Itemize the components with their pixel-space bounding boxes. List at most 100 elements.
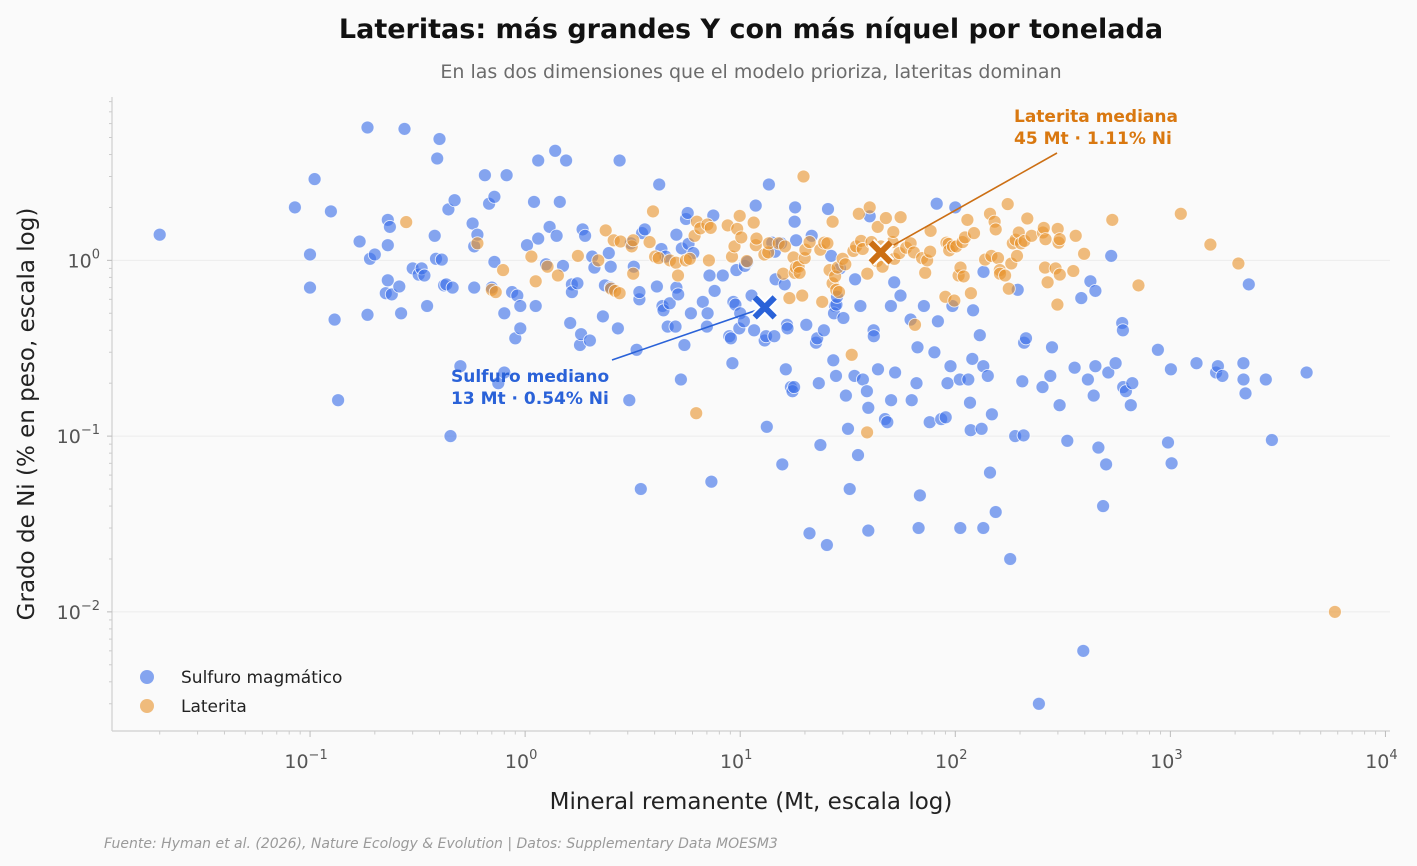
chart-title: Lateritas: más grandes Y con más níquel … — [339, 14, 1163, 45]
data-point — [747, 323, 762, 338]
data-point — [739, 254, 754, 269]
data-point — [591, 253, 606, 268]
data-point — [883, 299, 898, 313]
data-point — [761, 177, 776, 192]
data-point — [427, 228, 442, 243]
data-point — [303, 280, 317, 295]
data-point — [792, 265, 807, 280]
data-point — [1035, 380, 1050, 395]
data-point — [582, 333, 597, 348]
data-point — [513, 299, 528, 313]
data-point — [829, 368, 843, 383]
data-point — [816, 323, 831, 338]
data-point — [1105, 212, 1120, 227]
data-point — [851, 448, 865, 463]
data-point — [637, 222, 652, 237]
data-point — [487, 254, 502, 269]
data-point — [470, 236, 485, 251]
data-point — [1019, 331, 1033, 346]
data-point — [887, 275, 902, 290]
data-point — [878, 211, 893, 226]
data-point — [860, 425, 875, 440]
data-point — [842, 482, 857, 496]
data-point — [904, 393, 919, 408]
data-point — [1074, 291, 1089, 306]
data-point — [467, 280, 482, 295]
data-point — [646, 204, 660, 219]
y-axis-label: Grado de Ni (% en peso, escala log) — [14, 208, 40, 621]
data-point — [825, 214, 840, 229]
gridlines — [112, 259, 1390, 613]
x-tick-label: 100 — [505, 748, 537, 773]
data-point — [649, 279, 664, 294]
x-tick-label: 103 — [1150, 748, 1182, 773]
data-point — [862, 200, 877, 215]
data-point — [1173, 206, 1188, 221]
annotation-arrow — [880, 152, 1058, 254]
data-point — [527, 194, 541, 209]
x-tick-label: 10−1 — [284, 748, 327, 773]
data-point — [893, 288, 908, 303]
data-point — [1241, 277, 1256, 292]
data-point — [1036, 220, 1051, 235]
data-point — [967, 226, 981, 241]
data-point — [612, 153, 627, 168]
data-point — [662, 296, 677, 311]
data-point — [632, 285, 647, 300]
data-point — [701, 253, 716, 268]
data-point — [923, 244, 938, 259]
data-point — [1091, 440, 1106, 455]
data-point — [1099, 457, 1114, 472]
data-point — [432, 132, 447, 146]
data-point — [832, 285, 846, 300]
data-point — [331, 393, 346, 408]
data-point — [841, 421, 855, 436]
data-point — [1031, 696, 1046, 711]
data-point — [748, 198, 763, 213]
x-axis-label: Mineral remanente (Mt, escala log) — [550, 789, 953, 815]
data-point — [487, 189, 502, 204]
data-point — [367, 247, 382, 262]
data-point — [552, 194, 567, 209]
x-tick-label: 102 — [935, 748, 967, 773]
data-point — [642, 235, 657, 250]
data-point — [578, 228, 593, 243]
data-point — [595, 309, 610, 324]
data-point — [715, 268, 730, 283]
data-point — [453, 359, 468, 374]
data-point — [963, 395, 977, 410]
data-point — [888, 365, 903, 380]
data-point — [491, 376, 506, 391]
source-note: Fuente: Hyman et al. (2026), Nature Ecol… — [104, 836, 778, 852]
data-point — [622, 393, 637, 408]
data-point — [799, 317, 814, 332]
data-point — [984, 407, 999, 422]
median-label: Sulfuro mediano — [451, 367, 609, 387]
data-point — [668, 319, 683, 334]
median-value: 45 Mt · 1.11% Ni — [1014, 129, 1172, 149]
data-point — [802, 526, 817, 541]
data-point — [820, 236, 835, 251]
data-point — [988, 505, 1003, 519]
data-point — [870, 219, 885, 234]
data-point — [1068, 228, 1083, 243]
data-point — [1052, 232, 1067, 247]
data-point — [1238, 386, 1253, 401]
data-point — [918, 265, 933, 280]
data-point — [152, 227, 167, 242]
data-point — [988, 222, 1003, 237]
data-point — [1015, 374, 1030, 389]
data-point — [1327, 604, 1342, 619]
data-point — [360, 120, 375, 135]
data-point — [652, 177, 667, 192]
data-point — [983, 465, 997, 480]
data-point — [976, 521, 991, 535]
data-point — [1299, 365, 1314, 380]
data-point — [776, 266, 791, 281]
data-point — [884, 393, 899, 408]
data-point — [598, 223, 613, 238]
data-point — [723, 331, 738, 346]
data-point — [626, 233, 641, 248]
data-point — [826, 353, 841, 368]
